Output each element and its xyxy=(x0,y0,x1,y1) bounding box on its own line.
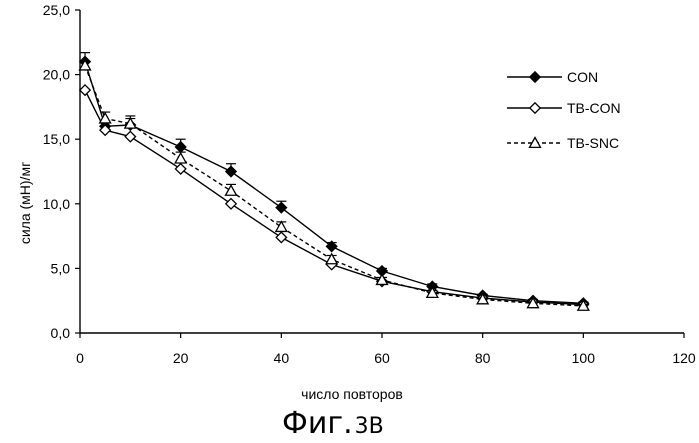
legend-entry-label: CON xyxy=(567,69,598,85)
data-point xyxy=(276,222,287,232)
series-tb-con xyxy=(80,85,589,310)
data-point xyxy=(175,164,185,174)
figure-caption: Фиг.3В xyxy=(282,406,384,441)
figure-caption-number: 3В xyxy=(355,414,384,439)
series-con xyxy=(80,53,589,309)
data-point xyxy=(226,166,236,176)
y-tick-label: 15,0 xyxy=(43,131,70,147)
legend-marker xyxy=(530,72,540,82)
y-axis-title: сила (мН)/мг xyxy=(17,162,33,244)
y-tick-label: 20,0 xyxy=(43,67,70,83)
x-tick-label: 100 xyxy=(572,350,596,366)
y-tick-label: 0,0 xyxy=(51,325,71,341)
data-point xyxy=(80,85,90,95)
x-tick-label: 20 xyxy=(173,350,189,366)
x-tick-label: 60 xyxy=(374,350,390,366)
x-tick-label: 0 xyxy=(76,350,84,366)
x-axis-title: число повторов xyxy=(301,386,403,402)
data-point xyxy=(175,142,185,152)
x-tick-label: 80 xyxy=(475,350,491,366)
y-tick-label: 25,0 xyxy=(43,2,70,18)
plot-area xyxy=(80,53,589,311)
x-tick-labels: 0 20 40 60 80 100 120 xyxy=(76,350,696,366)
data-point xyxy=(125,131,135,141)
data-point xyxy=(175,153,186,163)
data-point xyxy=(276,232,286,242)
data-point xyxy=(226,199,236,209)
legend-marker xyxy=(530,103,540,113)
x-tick-label: 120 xyxy=(672,350,696,366)
y-axis xyxy=(75,10,80,333)
series-line xyxy=(85,90,583,305)
series-line xyxy=(85,66,583,306)
y-tick-labels: 0,0 5,0 10,0 15,0 20,0 25,0 xyxy=(43,2,70,341)
y-tick-label: 10,0 xyxy=(43,196,70,212)
x-tick-label: 40 xyxy=(274,350,290,366)
legend-entry-label: TB-CON xyxy=(567,100,621,116)
series-tb-snc xyxy=(80,60,589,310)
legend: CON TB-CON TB-SNC xyxy=(507,69,621,151)
legend-entry-label: TB-SNC xyxy=(567,135,619,151)
y-tick-label: 5,0 xyxy=(51,260,71,276)
x-axis xyxy=(80,333,684,338)
figure-caption-main: Фиг. xyxy=(282,406,353,441)
data-point xyxy=(226,185,237,195)
